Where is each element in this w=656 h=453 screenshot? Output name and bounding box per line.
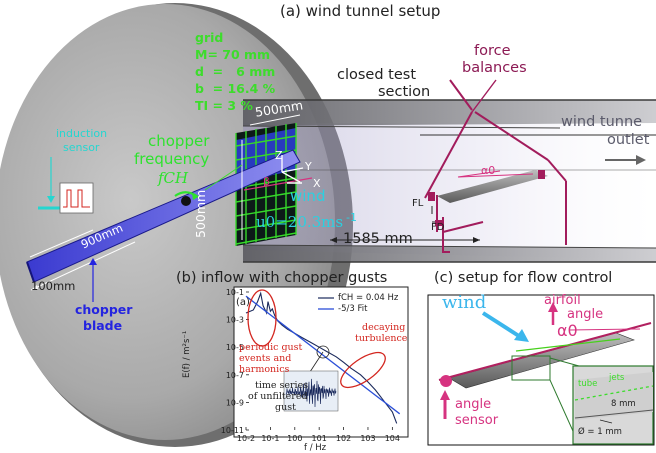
wind-label: wind (290, 187, 326, 205)
panel-b-title: (b) inflow with chopper gusts (176, 270, 388, 286)
fl-label: FL (412, 198, 424, 209)
induction-sensor-label-1: induction (56, 127, 108, 140)
tube-label: tube (578, 379, 598, 389)
outlet-arrow (605, 155, 646, 165)
force-balances-label-1: force (474, 43, 511, 59)
chart-ylabel: E(f) / m²s⁻¹ (182, 330, 192, 378)
dim-100: 100mm (31, 279, 76, 293)
u0-exponent: -1 (346, 211, 357, 224)
dimension-lines (29, 114, 480, 291)
legend-series-1: fCH = 0.04 Hz (338, 293, 399, 303)
annot-periodic-1: periodic gust (239, 342, 303, 353)
annot-ts-2: of unfiltered (248, 391, 308, 402)
x-tick-label: 104 (385, 434, 400, 443)
y-tick-label: 10-5 (226, 343, 244, 352)
y-tick-label: 10-7 (226, 371, 244, 380)
annot-periodic-2: events and (239, 353, 292, 364)
y-tick-label: 10-1 (226, 288, 244, 297)
x-tick-label: 102 (336, 434, 351, 443)
legend-series-2: -5/3 Fit (338, 304, 368, 314)
chopper-blade-label-2: blade (83, 318, 123, 333)
grid-params-heading: grid (195, 30, 224, 45)
dim-8mm: 8 mm (611, 399, 636, 409)
x-tick-label: 100 (287, 434, 302, 443)
chart-xlabel: f / Hz (304, 443, 327, 453)
fd-label: FD (431, 222, 445, 233)
ellipse-periodic (247, 289, 277, 347)
hub (174, 191, 199, 206)
annot-decaying-1: decaying (362, 322, 406, 333)
panel-b-frame (233, 286, 409, 438)
axes-marker (281, 155, 304, 184)
x-tick-label: 103 (360, 434, 375, 443)
outlet-label-2: outlet (607, 132, 650, 148)
angle-sensor-2: sensor (455, 413, 499, 428)
dim-1585: 1585 mm (343, 231, 413, 247)
u0-label: u0=20.3ms (256, 213, 344, 231)
chopper-blade-pointer (89, 258, 97, 302)
ellipse-decaying (340, 351, 386, 389)
angle-sensor-1: angle (455, 397, 492, 412)
panel-c-title: (c) setup for flow control (434, 270, 613, 286)
ts-circle (316, 345, 330, 359)
induction-sensor-label-2: sensor (63, 141, 100, 154)
force-balance-frame (424, 79, 567, 253)
outlet-label-1: wind tunne (561, 114, 643, 130)
fch-label: fCH (158, 169, 189, 187)
grid-param-b: b = 16.4 % (195, 81, 276, 96)
closed-test-label-1: closed test (337, 67, 417, 83)
annot-decaying-2: turbulence (355, 333, 408, 344)
panel-c-drawing (427, 294, 655, 446)
alpha0-tunnel: α0 (481, 164, 496, 177)
induction-sensor-marker (38, 157, 94, 214)
annot-ts-3: gust (275, 402, 296, 413)
dim-500-side: 500mm (193, 189, 208, 238)
closed-test-label-2: section (378, 84, 431, 100)
y-tick-label: 10-11 (221, 426, 244, 435)
beta-label: β (263, 175, 271, 188)
grid-param-m: M= 70 mm (195, 47, 271, 62)
annot-periodic-3: harmonics (239, 364, 290, 375)
airfoil-angle-2: angle (567, 307, 604, 322)
panel-b-subtag: (a) (236, 297, 250, 308)
x-tick-label: 10-2 (237, 434, 255, 443)
annot-ts-1: time series (255, 380, 309, 391)
x-tick-label: 10-1 (261, 434, 279, 443)
y-tick-label: 10-9 (226, 398, 244, 407)
panel-c-wind: wind (442, 292, 487, 313)
diameter-label: Ø = 1 mm (578, 427, 622, 437)
axis-z: Z (275, 149, 283, 162)
axis-y: Y (305, 160, 312, 173)
chopper-frequency-pointer (204, 164, 243, 191)
panel-c-alpha0: α0 (557, 321, 578, 340)
airfoil-angle-1: airfoil (544, 293, 581, 308)
ts-signal (285, 378, 337, 408)
series-line-2 (245, 295, 401, 415)
chopper-blade-shape (26, 149, 301, 283)
test-section (242, 99, 656, 263)
x-tick-label: 101 (312, 434, 327, 443)
chopper-frequency-label-2: frequency (134, 150, 210, 168)
chopper-frequency-label-1: chopper (148, 132, 210, 150)
airfoil-in-tunnel (428, 170, 548, 226)
y-tick-label: 10-3 (226, 316, 244, 325)
grid-param-ti: TI = 3 % (195, 98, 253, 113)
grid-param-d: d = 6 mm (195, 64, 276, 79)
chopper-blade-label-1: chopper (75, 302, 133, 317)
panel-a-title: (a) wind tunnel setup (280, 2, 441, 20)
jets-label: jets (609, 373, 625, 383)
force-balances-label-2: balances (462, 60, 527, 76)
axis-x: X (313, 177, 321, 190)
